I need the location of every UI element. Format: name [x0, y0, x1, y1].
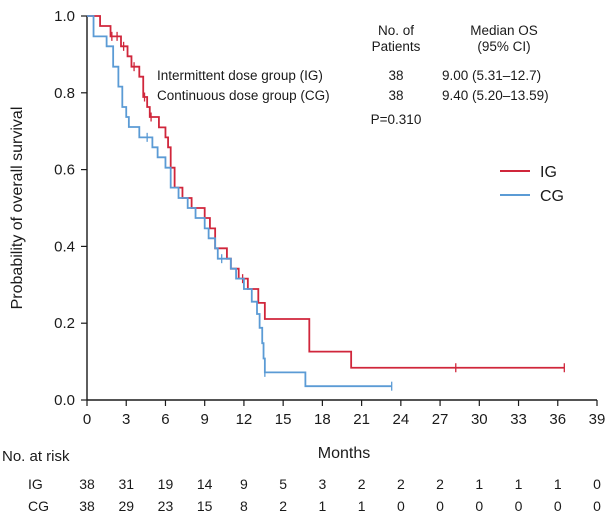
x-tick-label: 30	[471, 411, 488, 428]
x-tick-label: 27	[432, 411, 449, 428]
x-tick-label: 15	[275, 411, 292, 428]
risk-table-title: No. at risk	[2, 448, 70, 465]
annotation-row-patients: 38	[388, 88, 403, 103]
risk-value-ig: 0	[593, 476, 601, 492]
risk-value-cg: 0	[515, 498, 523, 514]
y-axis-label: Probability of overall survival	[9, 107, 26, 310]
risk-value-cg: 0	[436, 498, 444, 514]
risk-table-values: 38 31 19 14 9 5 3 2 2 2 1 1 1 0 38 29 23 15 8 2 1 1 0 0 0 0 0 0	[79, 476, 601, 514]
risk-value-cg: 1	[358, 498, 366, 514]
risk-value-cg: 0	[475, 498, 483, 514]
risk-value-ig: 2	[436, 476, 444, 492]
y-ticks: 0.0 0.2 0.4 0.6 0.8 1.0	[54, 8, 87, 409]
x-tick-label: 21	[353, 411, 370, 428]
x-tick-label: 9	[201, 411, 209, 428]
annotation-header-median-2: (95% CI)	[477, 39, 530, 54]
x-tick-label: 18	[314, 411, 331, 428]
curve-cg	[87, 15, 392, 388]
legend-label-ig: IG	[540, 164, 557, 181]
annotation-row-patients: 38	[388, 68, 403, 83]
risk-value-ig: 5	[279, 476, 287, 492]
annotation-header-patients-2: Patients	[372, 39, 421, 54]
annotation-row-label: Continuous dose group (CG)	[157, 88, 330, 103]
x-axis-label: Months	[318, 445, 370, 462]
y-tick-label: 0.8	[54, 85, 75, 102]
survival-curves	[87, 15, 565, 391]
risk-value-cg: 0	[397, 498, 405, 514]
x-tick-label: 0	[83, 411, 91, 428]
risk-value-cg: 1	[318, 498, 326, 514]
risk-value-cg: 23	[158, 498, 174, 514]
legend: IG CG	[500, 164, 564, 205]
risk-value-ig: 31	[118, 476, 134, 492]
risk-value-ig: 38	[79, 476, 95, 492]
x-tick-label: 12	[236, 411, 253, 428]
x-tick-label: 36	[549, 411, 566, 428]
x-tick-label: 6	[161, 411, 169, 428]
risk-value-ig: 1	[515, 476, 523, 492]
x-tick-label: 24	[393, 411, 410, 428]
annotation-header-patients-1: No. of	[378, 23, 414, 38]
y-tick-label: 0.2	[54, 315, 75, 332]
y-tick-label: 1.0	[54, 8, 75, 25]
risk-value-ig: 14	[197, 476, 213, 492]
risk-value-cg: 0	[554, 498, 562, 514]
y-tick-label: 0.6	[54, 162, 75, 179]
annotation-header-median-1: Median OS	[470, 23, 538, 38]
x-tick-label: 33	[510, 411, 527, 428]
annotation-row-median: 9.00 (5.31–12.7)	[442, 68, 541, 83]
x-ticks: 0 3 6 9 12 15 18 21 24 27 30 33 36 39	[83, 400, 606, 428]
risk-value-ig: 19	[158, 476, 174, 492]
y-tick-label: 0.4	[54, 238, 75, 255]
risk-value-ig: 2	[358, 476, 366, 492]
annotation-table: No. of Patients Median OS (95% CI) Inter…	[157, 23, 549, 127]
risk-value-cg: 38	[79, 498, 95, 514]
x-tick-label: 3	[122, 411, 130, 428]
risk-value-ig: 1	[475, 476, 483, 492]
risk-row-label-ig: IG	[28, 476, 43, 492]
risk-value-ig: 3	[318, 476, 326, 492]
risk-value-ig: 2	[397, 476, 405, 492]
risk-value-cg: 29	[118, 498, 134, 514]
annotation-row-median: 9.40 (5.20–13.59)	[442, 88, 549, 103]
annotation-row-label: Intermittent dose group (IG)	[157, 68, 323, 83]
risk-row-label-cg: CG	[28, 498, 49, 514]
p-value: P=0.310	[371, 112, 422, 127]
y-tick-label: 0.0	[54, 392, 75, 409]
x-tick-label: 39	[589, 411, 606, 428]
risk-value-cg: 8	[240, 498, 248, 514]
legend-label-cg: CG	[540, 188, 564, 205]
risk-value-ig: 9	[240, 476, 248, 492]
risk-value-cg: 15	[197, 498, 213, 514]
risk-value-ig: 1	[554, 476, 562, 492]
risk-value-cg: 0	[593, 498, 601, 514]
risk-value-cg: 2	[279, 498, 287, 514]
